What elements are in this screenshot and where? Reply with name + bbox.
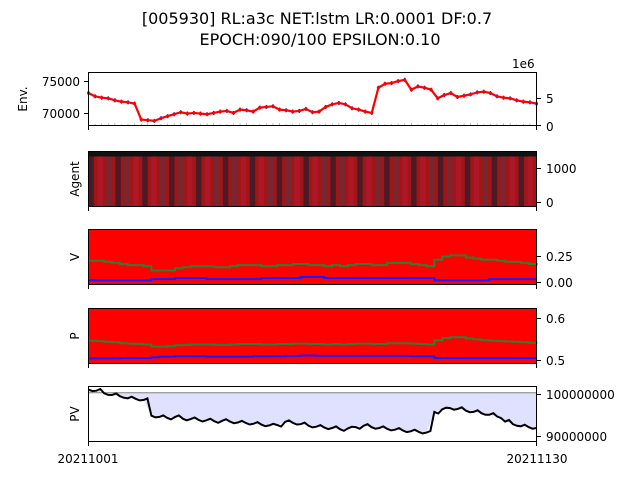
env-price-segment xyxy=(370,87,380,114)
pv-plot-area xyxy=(88,387,537,435)
agent-action-band xyxy=(285,151,291,207)
value-series-green xyxy=(88,254,538,272)
agent-action-band xyxy=(518,151,524,207)
policy-series-blue xyxy=(88,354,537,360)
policy-background xyxy=(88,308,537,364)
agent-action-band xyxy=(366,151,372,207)
pv-line xyxy=(88,387,537,435)
env-frame xyxy=(88,72,537,126)
agent-action-band xyxy=(312,151,318,207)
pv-tick-100000000: 100000000 xyxy=(546,388,615,402)
agent-action-band xyxy=(482,151,489,207)
agent-action-band xyxy=(205,151,211,207)
agent-action-band xyxy=(357,151,363,207)
env-offset-label: 1e6 xyxy=(512,57,535,71)
agent-action-band xyxy=(97,151,103,207)
agent-action-band xyxy=(527,151,533,207)
policy-tick-06: 0.6 xyxy=(546,312,565,326)
agent-action-band xyxy=(240,151,247,207)
agent-action-band xyxy=(249,151,256,207)
agent-action-band xyxy=(124,151,130,207)
agent-action-band xyxy=(133,151,139,207)
agent-action-band xyxy=(196,151,202,207)
agent-tick-0: 0 xyxy=(546,196,554,210)
agent-action-band xyxy=(222,151,229,207)
chart-title-line2: EPOCH:090/100 EPSILON:0.10 xyxy=(199,30,440,49)
agent-action-band xyxy=(339,151,345,207)
agent-action-band xyxy=(384,151,390,207)
env-ylabel: Env. xyxy=(16,86,30,111)
agent-action-band xyxy=(303,151,309,207)
agent-action-band xyxy=(437,151,444,207)
agent-action-band xyxy=(500,151,507,207)
agent-action-band xyxy=(446,151,453,207)
agent-action-band xyxy=(231,151,238,207)
pv-xlabel-start: 20211001 xyxy=(57,452,118,466)
agent-action-band xyxy=(330,151,336,207)
env-plot-area xyxy=(86,77,539,126)
agent-action-band xyxy=(115,151,121,207)
pv-xlabel-end: 20211130 xyxy=(506,452,567,466)
agent-action-band xyxy=(455,151,462,207)
agent-action-band xyxy=(348,151,354,207)
env-price-segment xyxy=(403,79,413,91)
env-price-segment xyxy=(133,103,143,120)
agent-action-band xyxy=(411,151,417,207)
agent-action-band xyxy=(258,151,265,207)
value-background xyxy=(88,229,537,285)
agent-ylabel: Agent xyxy=(68,161,82,197)
agent-action-band xyxy=(473,151,480,207)
pv-fill-area xyxy=(88,389,537,433)
value-tick-025: 0.25 xyxy=(546,250,573,264)
env-right-tick-5: 5 xyxy=(546,92,554,106)
value-series-blue xyxy=(88,276,537,282)
agent-action-band xyxy=(106,151,112,207)
agent-action-band xyxy=(491,151,498,207)
agent-action-band xyxy=(267,151,274,207)
env-tick-75000: 75000 xyxy=(42,75,80,89)
agent-action-band xyxy=(142,151,148,207)
chart-title-line1: [005930] RL:a3c NET:lstm LR:0.0001 DF:0.… xyxy=(142,9,492,28)
agent-action-band xyxy=(178,151,184,207)
agent-action-band xyxy=(213,151,220,207)
agent-action-band xyxy=(420,151,426,207)
env-right-tick-0: 0 xyxy=(546,120,554,134)
env-tick-70000: 70000 xyxy=(42,107,80,121)
pv-tick-90000000: 90000000 xyxy=(546,430,607,444)
value-plot-area xyxy=(88,229,538,285)
agent-action-band xyxy=(509,151,515,207)
agent-action-band xyxy=(464,151,471,207)
pv-frame xyxy=(88,386,537,442)
policy-ylabel: P xyxy=(68,332,82,339)
policy-series-green xyxy=(88,336,538,348)
agent-action-band xyxy=(276,151,283,207)
agent-frame xyxy=(88,151,537,207)
agent-action-band xyxy=(151,151,157,207)
agent-action-band xyxy=(375,151,381,207)
policy-tick-05: 0.5 xyxy=(546,354,565,368)
agent-action-band xyxy=(187,151,193,207)
agent-stock-band xyxy=(88,151,537,157)
agent-action-band xyxy=(429,151,435,207)
value-tick-000: 0.00 xyxy=(546,276,573,290)
agent-tick-1000: 1000 xyxy=(546,162,577,176)
agent-action-band xyxy=(169,151,175,207)
agent-action-band xyxy=(402,151,408,207)
agent-action-band xyxy=(160,151,166,207)
agent-action-band xyxy=(294,151,300,207)
agent-plot-area xyxy=(88,151,537,207)
env-price-segment xyxy=(430,89,439,100)
pv-ylabel: PV xyxy=(68,405,82,421)
policy-frame xyxy=(88,308,537,364)
agent-action-band xyxy=(393,151,399,207)
policy-plot-area xyxy=(88,308,538,364)
agent-action-band xyxy=(321,151,327,207)
agent-action-band xyxy=(88,151,94,207)
value-ylabel: V xyxy=(68,252,82,261)
